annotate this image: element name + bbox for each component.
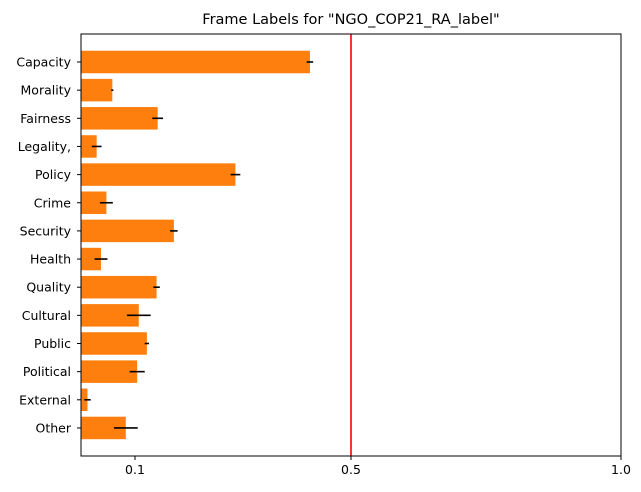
bar-other	[81, 416, 126, 440]
bar-quality	[81, 275, 157, 299]
y-tick-label: Other	[36, 420, 72, 435]
y-tick-label: Political	[23, 364, 71, 379]
y-tick-label: Legality,	[18, 139, 71, 154]
y-tick-label: External	[19, 392, 71, 407]
chart-title: Frame Labels for "NGO_COP21_RA_label"	[202, 12, 499, 28]
y-axis: Capacity Morality Fairness Legality, Policy C…	[16, 55, 81, 435]
y-tick-label: Health	[30, 252, 71, 267]
bar-public	[81, 332, 147, 355]
bar-political	[81, 360, 138, 383]
x-tick-label: 0.5	[341, 462, 361, 477]
bar-security	[81, 219, 174, 243]
y-tick-label: Cultural	[22, 308, 71, 323]
bar-crime	[81, 191, 107, 214]
x-tick-label: 0.1	[125, 462, 145, 477]
y-tick-label: Capacity	[16, 55, 71, 70]
y-tick-label: Policy	[35, 167, 72, 182]
y-tick-label: Quality	[26, 280, 71, 295]
bar-capacity	[81, 50, 310, 74]
bar-cultural	[81, 304, 139, 327]
bar-fairness	[81, 107, 158, 130]
y-tick-label: Morality	[21, 83, 72, 98]
bar-policy	[81, 163, 236, 186]
y-tick-label: Security	[20, 223, 72, 238]
y-tick-label: Public	[34, 336, 71, 351]
bar-legality	[81, 135, 97, 158]
error-bars-group	[84, 61, 314, 429]
y-tick-label: Fairness	[20, 111, 71, 126]
x-tick-label: 1.0	[611, 462, 631, 477]
x-axis: 0.1 0.5 1.0	[125, 456, 631, 477]
bar-health	[81, 247, 101, 271]
bar-morality	[81, 78, 113, 102]
bars-group	[81, 50, 310, 440]
y-tick-label: Crime	[34, 195, 72, 210]
